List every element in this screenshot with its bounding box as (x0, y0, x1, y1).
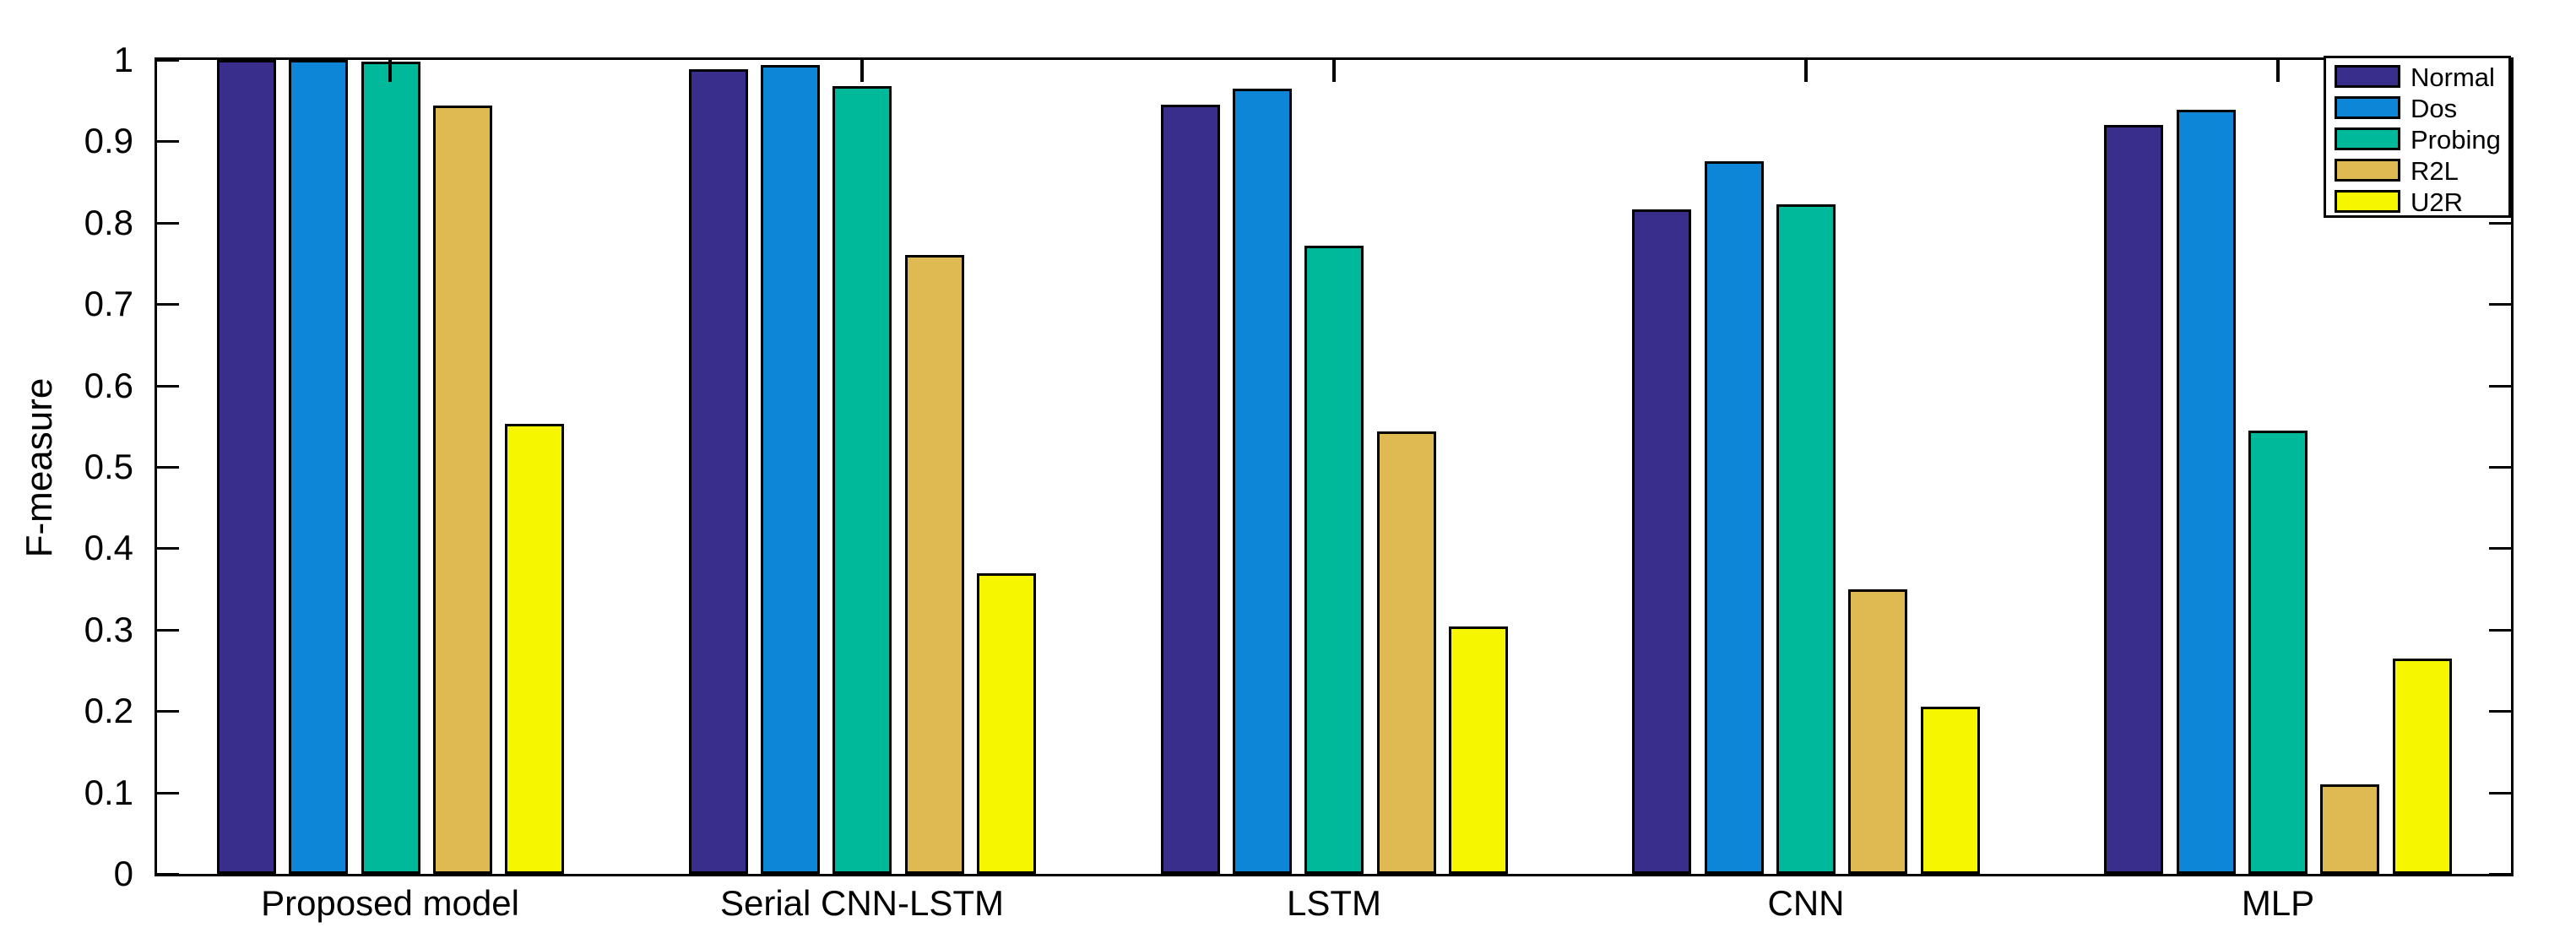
bar-r2l-4 (2320, 784, 2380, 874)
legend-swatch-dos (2335, 96, 2400, 119)
y-tick-right (2489, 385, 2511, 388)
y-tick-left (157, 629, 179, 632)
y-tick-label: 0.7 (84, 284, 133, 323)
legend-swatch-r2l (2335, 159, 2400, 182)
bar-u2r-4 (2392, 659, 2452, 874)
y-tick-label: 0.3 (84, 610, 133, 649)
bar-r2l-2 (1376, 431, 1436, 874)
y-tick-label: 0.1 (84, 773, 133, 812)
legend-label: Probing (2411, 125, 2501, 155)
x-category-label: Proposed model (261, 883, 519, 923)
y-tick-left (157, 140, 179, 143)
bar-normal-0 (217, 60, 276, 874)
bar-normal-1 (688, 69, 748, 874)
x-tick-top (860, 60, 864, 82)
bar-normal-4 (2104, 125, 2164, 874)
y-tick-right (2489, 222, 2511, 225)
y-tick-label: 0.2 (84, 691, 133, 730)
y-tick-right (2489, 792, 2511, 794)
legend-label: Dos (2411, 94, 2458, 123)
y-tick-left (157, 710, 179, 713)
bar-u2r-3 (1920, 707, 1980, 874)
y-tick-left (157, 385, 179, 388)
y-tick-right (2489, 873, 2511, 874)
legend-label: R2L (2411, 156, 2459, 186)
y-tick-right (2489, 303, 2511, 306)
y-tick-right (2489, 629, 2511, 632)
bar-probing-1 (832, 86, 892, 874)
y-tick-right (2489, 710, 2511, 713)
bar-probing-3 (1776, 204, 1836, 874)
bar-normal-3 (1632, 209, 1692, 874)
y-tick-label: 0.4 (84, 528, 133, 567)
legend-swatch-normal (2335, 65, 2400, 88)
y-tick-left (157, 466, 179, 469)
x-tick-top (2276, 60, 2280, 82)
y-tick-left (157, 792, 179, 794)
legend-swatch-u2r (2335, 190, 2400, 213)
y-tick-left (157, 873, 179, 874)
x-tick-top (1332, 60, 1336, 82)
bar-r2l-1 (904, 255, 964, 874)
x-category-label: CNN (1767, 883, 1845, 923)
x-category-label: MLP (2241, 883, 2315, 923)
bar-dos-2 (1232, 89, 1292, 874)
y-tick-label: 0.9 (84, 121, 133, 160)
bar-u2r-2 (1448, 626, 1508, 874)
y-tick-left (157, 303, 179, 306)
bar-dos-1 (761, 65, 821, 874)
bar-r2l-0 (432, 106, 492, 874)
bar-probing-0 (361, 62, 420, 874)
x-category-label: LSTM (1286, 883, 1381, 923)
y-tick-label: 1 (113, 40, 133, 79)
y-tick-label: 0.6 (84, 366, 133, 405)
y-tick-left (157, 547, 179, 550)
bar-dos-3 (1704, 161, 1764, 874)
y-tick-label: 0.5 (84, 447, 133, 486)
legend: Normal Dos Probing R2L U2R (2324, 56, 2511, 218)
y-tick-label: 0.8 (84, 203, 133, 242)
legend-entry-r2l: R2L (2326, 156, 2508, 186)
x-tick-top (1804, 60, 1808, 82)
legend-swatch-probing (2335, 127, 2400, 150)
legend-entry-u2r: U2R (2326, 187, 2508, 217)
legend-entry-probing: Probing (2326, 127, 2508, 153)
bar-u2r-0 (505, 424, 565, 874)
bar-r2l-3 (1848, 589, 1908, 874)
bar-u2r-1 (977, 573, 1037, 874)
y-tick-left (157, 60, 179, 62)
plot-area (155, 57, 2514, 876)
bar-dos-0 (289, 60, 349, 874)
y-tick-label: 0 (113, 854, 133, 893)
y-tick-left (157, 222, 179, 225)
bar-probing-4 (2248, 431, 2308, 874)
legend-entry-dos: Dos (2326, 94, 2508, 123)
legend-entry-normal: Normal (2326, 62, 2508, 92)
x-tick-top (388, 60, 392, 82)
bar-normal-2 (1160, 105, 1220, 874)
bar-probing-2 (1304, 246, 1364, 874)
y-tick-right (2489, 466, 2511, 469)
x-category-label: Serial CNN-LSTM (719, 883, 1005, 923)
bar-dos-4 (2176, 110, 2236, 874)
y-tick-right (2489, 547, 2511, 550)
legend-label: U2R (2411, 187, 2464, 217)
legend-label: Normal (2411, 62, 2495, 92)
